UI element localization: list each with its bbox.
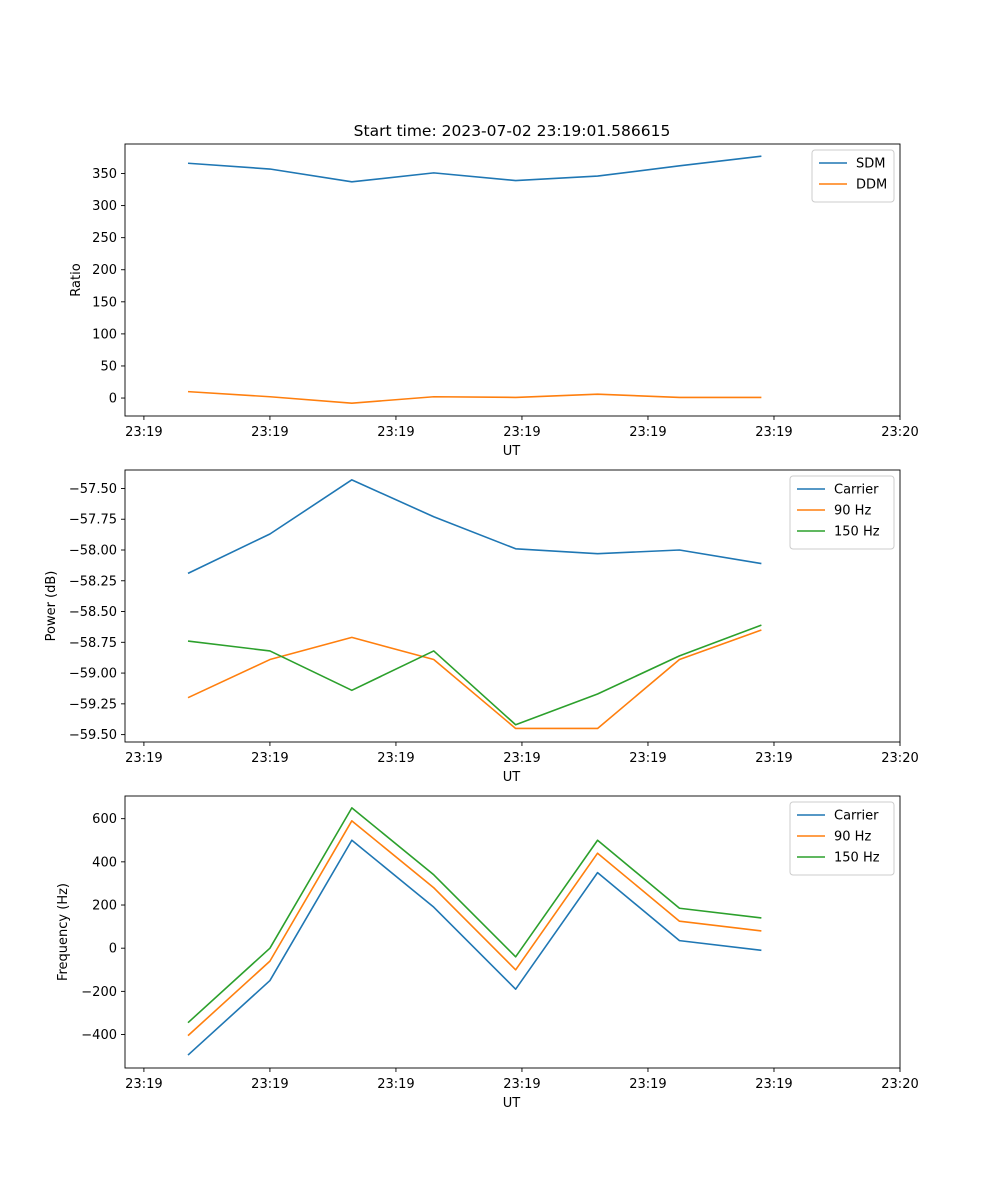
y-axis-label: Power (dB) <box>44 571 59 642</box>
x-tick-label: 23:19 <box>755 751 792 766</box>
x-tick-label: 23:19 <box>377 751 414 766</box>
y-tick-label: −200 <box>81 985 117 1000</box>
y-axis-label: Frequency (Hz) <box>56 883 71 981</box>
y-tick-label: 0 <box>109 942 117 957</box>
y-tick-label: 100 <box>92 327 117 342</box>
x-tick-label: 23:19 <box>629 751 666 766</box>
y-tick-label: 350 <box>92 167 117 182</box>
y-tick-label: 200 <box>92 899 117 914</box>
x-tick-label: 23:19 <box>377 1077 414 1092</box>
y-tick-label: 250 <box>92 231 117 246</box>
x-tick-label: 23:19 <box>503 1077 540 1092</box>
legend-label: SDM <box>856 157 885 172</box>
legend-label: 150 Hz <box>834 525 880 540</box>
series-line-carrier <box>187 839 762 1056</box>
legend-label: 90 Hz <box>834 504 871 519</box>
x-tick-label: 23:19 <box>125 751 162 766</box>
y-tick-label: −59.00 <box>69 667 117 682</box>
y-tick-label: 300 <box>92 199 117 214</box>
legend: Carrier 90 Hz 150 Hz <box>789 801 895 876</box>
x-tick-label: 23:19 <box>755 1077 792 1092</box>
x-tick-label: 23:19 <box>629 1077 666 1092</box>
series-line-90-hz <box>187 820 762 1037</box>
y-tick-label: 50 <box>100 359 117 374</box>
legend: Carrier 90 Hz 150 Hz <box>789 475 895 550</box>
y-tick-label: −57.75 <box>69 513 117 528</box>
chart-panel-3: 23:19 23:19 23:19 23:19 23:19 23:19 23:20 −400 −… <box>56 795 919 1111</box>
legend-label: DDM <box>856 178 887 193</box>
x-tick-label: 23:19 <box>503 751 540 766</box>
series-line-150-hz <box>187 624 762 726</box>
legend-label: Carrier <box>834 809 879 824</box>
y-tick-label: 600 <box>92 812 117 827</box>
y-axis-label: Ratio <box>69 263 84 296</box>
y-tick-label: 400 <box>92 855 117 870</box>
axes-frame <box>124 469 901 743</box>
legend-label: 150 Hz <box>834 851 880 866</box>
x-tick-label: 23:19 <box>251 751 288 766</box>
series-line-150-hz <box>187 807 762 1024</box>
y-tick-label: −400 <box>81 1028 117 1043</box>
chart-panel-2: 23:19 23:19 23:19 23:19 23:19 23:19 23:20 −59.5… <box>44 469 919 785</box>
y-tick-label: 0 <box>109 392 117 407</box>
x-tick-label: 23:19 <box>503 425 540 440</box>
y-tick-label: −58.75 <box>69 636 117 651</box>
y-tick-label: −59.25 <box>69 697 117 712</box>
x-tick-label: 23:20 <box>881 1077 918 1092</box>
y-tick-label: 200 <box>92 263 117 278</box>
legend-label: Carrier <box>834 483 879 498</box>
x-tick-label: 23:19 <box>125 425 162 440</box>
figure-title: Start time: 2023-07-02 23:19:01.586615 <box>354 122 671 140</box>
y-tick-label: −58.00 <box>69 544 117 559</box>
series-line-carrier <box>187 479 762 575</box>
series-line-sdm <box>187 155 762 183</box>
axes-frame <box>124 795 901 1069</box>
series-line-90-hz <box>187 629 762 730</box>
axes-frame <box>124 143 901 417</box>
legend: SDM DDM <box>811 149 895 203</box>
x-axis-label: UT <box>503 770 521 785</box>
x-tick-label: 23:19 <box>377 425 414 440</box>
x-axis-label: UT <box>503 1096 521 1111</box>
y-tick-label: 150 <box>92 295 117 310</box>
x-tick-label: 23:19 <box>251 1077 288 1092</box>
y-tick-label: −59.50 <box>69 728 117 743</box>
y-tick-label: −58.25 <box>69 574 117 589</box>
x-tick-label: 23:19 <box>251 425 288 440</box>
legend-label: 90 Hz <box>834 830 871 845</box>
series-line-ddm <box>187 390 762 404</box>
x-tick-label: 23:20 <box>881 425 918 440</box>
y-tick-label: −57.50 <box>69 482 117 497</box>
y-tick-label: −58.50 <box>69 605 117 620</box>
x-tick-label: 23:19 <box>755 425 792 440</box>
chart-panel-1: 23:19 23:19 23:19 23:19 23:19 23:19 23:20 0 50 10… <box>69 143 919 459</box>
x-tick-label: 23:19 <box>629 425 666 440</box>
x-axis-label: UT <box>503 444 521 459</box>
x-tick-label: 23:19 <box>125 1077 162 1092</box>
x-tick-label: 23:20 <box>881 751 918 766</box>
